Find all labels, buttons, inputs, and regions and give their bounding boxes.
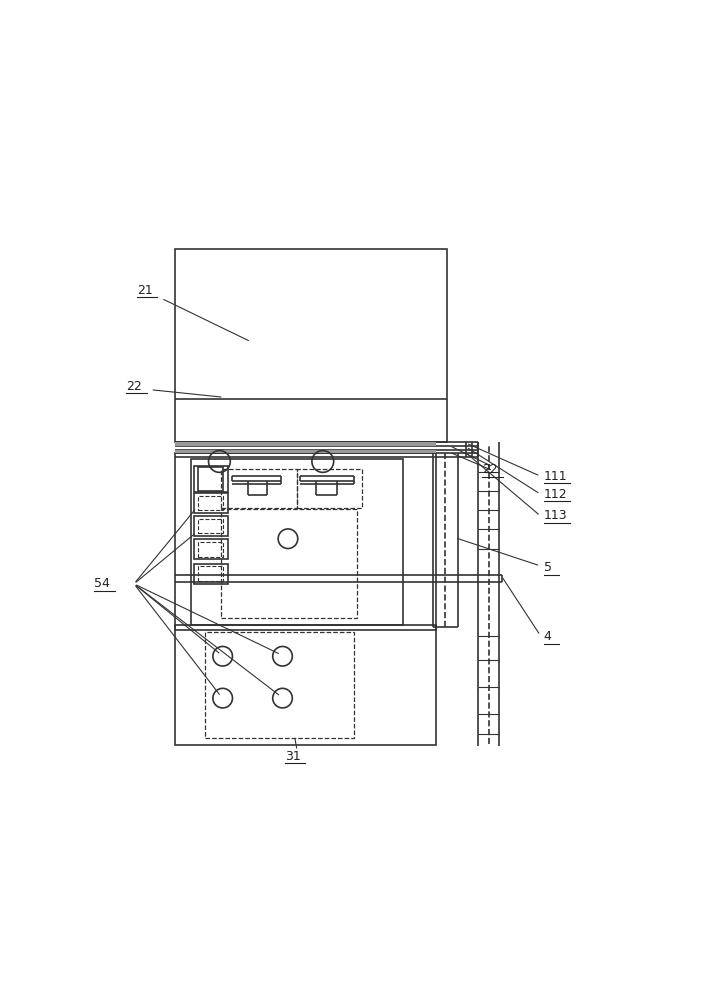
Bar [175, 453, 436, 630]
Bar [191, 459, 404, 625]
Bar [175, 625, 436, 745]
Text: 22: 22 [482, 463, 498, 476]
Text: 4: 4 [543, 630, 552, 643]
Bar [198, 519, 223, 533]
Bar [198, 467, 223, 491]
Bar [205, 632, 355, 738]
Text: 112: 112 [543, 488, 567, 501]
Bar [175, 450, 436, 453]
Bar [175, 249, 447, 442]
Bar [194, 493, 227, 513]
Text: 31: 31 [285, 750, 300, 763]
Text: 21: 21 [137, 284, 152, 297]
Bar [297, 469, 362, 508]
Bar [194, 564, 227, 584]
Text: 54: 54 [94, 577, 110, 590]
Bar [194, 516, 227, 536]
Text: 111: 111 [543, 470, 567, 483]
Bar [198, 542, 223, 557]
Bar [194, 539, 227, 559]
Text: 5: 5 [543, 561, 552, 574]
Bar [198, 496, 223, 510]
Bar [175, 442, 436, 446]
Bar [221, 509, 357, 618]
Bar [221, 469, 297, 508]
Text: 113: 113 [543, 509, 567, 522]
Bar [194, 466, 227, 492]
Text: 22: 22 [126, 380, 142, 393]
Bar [198, 566, 223, 581]
